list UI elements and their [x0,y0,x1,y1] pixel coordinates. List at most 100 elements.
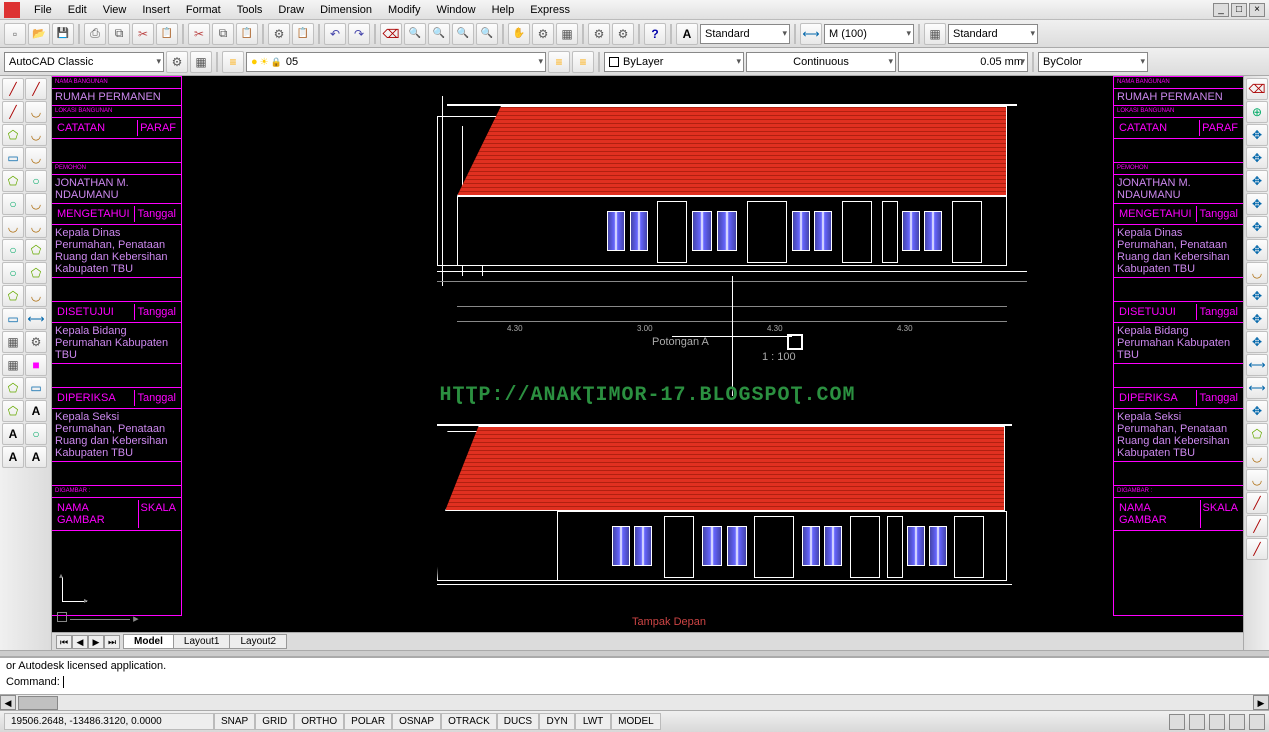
tray-icon[interactable] [1189,714,1205,730]
text-style-combo[interactable]: Standard [700,24,790,44]
table-style-combo[interactable]: Standard [948,24,1038,44]
modify-tool-1[interactable] [1246,101,1268,123]
draw-tool-2[interactable] [2,101,24,123]
modify-tool-12[interactable] [1246,354,1268,376]
draw-tool-21[interactable] [25,308,47,330]
modify-tool-17[interactable] [1246,469,1268,491]
modify-tool-18[interactable] [1246,492,1268,514]
modify-tool-5[interactable] [1246,193,1268,215]
prop-button[interactable] [268,23,290,45]
layer-states-button[interactable] [572,51,594,73]
workspace-settings-button[interactable] [166,51,188,73]
layer-prev-button[interactable] [548,51,570,73]
draw-tool-25[interactable] [25,354,47,376]
tab-nav-button[interactable]: ▶ [88,635,104,649]
draw-tool-6[interactable] [2,147,24,169]
menu-view[interactable]: View [95,2,135,18]
draw-tool-23[interactable] [25,331,47,353]
draw-tool-11[interactable] [25,193,47,215]
cut-button[interactable] [188,23,210,45]
draw-tool-10[interactable] [2,193,24,215]
zoom-button[interactable] [476,23,498,45]
draw-tool-13[interactable] [25,216,47,238]
new-button[interactable] [4,23,26,45]
modify-tool-0[interactable] [1246,78,1268,100]
draw-tool-17[interactable] [25,262,47,284]
paste-button[interactable] [236,23,258,45]
draw-tool-0[interactable] [2,78,24,100]
prop-button[interactable] [532,23,554,45]
text-style-icon[interactable] [676,23,698,45]
command-scrollbar[interactable]: ◀ ▶ [0,694,1269,710]
layer-manager-button[interactable] [222,51,244,73]
tab-model[interactable]: Model [123,634,174,649]
draw-tool-4[interactable] [2,124,24,146]
zoom-button[interactable] [452,23,474,45]
menu-express[interactable]: Express [522,2,578,18]
draw-tool-20[interactable] [2,308,24,330]
menu-dimension[interactable]: Dimension [312,2,380,18]
draw-tool-30[interactable] [2,423,24,445]
status-snap[interactable]: SNAP [214,713,255,730]
copy-button[interactable] [212,23,234,45]
menu-file[interactable]: File [26,2,60,18]
minimize-button[interactable]: _ [1213,3,1229,17]
save-button[interactable] [52,23,74,45]
modify-tool-10[interactable] [1246,308,1268,330]
paste-button[interactable] [292,23,314,45]
draw-tool-15[interactable] [25,239,47,261]
status-polar[interactable]: POLAR [344,713,392,730]
workspace-combo[interactable]: AutoCAD Classic [4,52,164,72]
lineweight-combo[interactable]: 0.05 mm [898,52,1028,72]
tray-icon[interactable] [1249,714,1265,730]
cut-button[interactable] [132,23,154,45]
menu-insert[interactable]: Insert [134,2,178,18]
draw-tool-19[interactable] [25,285,47,307]
draw-tool-3[interactable] [25,101,47,123]
draw-tool-29[interactable] [25,400,47,422]
tab-nav-button[interactable]: ◀ [72,635,88,649]
modify-tool-11[interactable] [1246,331,1268,353]
hatch-button[interactable] [556,23,578,45]
prop-button[interactable] [612,23,634,45]
modify-tool-9[interactable] [1246,285,1268,307]
menu-modify[interactable]: Modify [380,2,428,18]
menu-format[interactable]: Format [178,2,229,18]
prop-button[interactable] [588,23,610,45]
status-osnap[interactable]: OSNAP [392,713,441,730]
drawing-canvas[interactable]: NAMA BANGUNANRUMAH PERMANENLOKASI BANGUN… [52,76,1243,632]
color-combo[interactable]: ByLayer [604,52,744,72]
modify-tool-8[interactable] [1246,262,1268,284]
menu-tools[interactable]: Tools [229,2,271,18]
draw-tool-27[interactable] [25,377,47,399]
table-style-icon[interactable] [924,23,946,45]
tab-nav-button[interactable]: ⏮ [56,635,72,649]
tray-icon[interactable] [1169,714,1185,730]
draw-tool-16[interactable] [2,262,24,284]
dim-style-icon[interactable] [800,23,822,45]
tray-icon[interactable] [1209,714,1225,730]
modify-tool-14[interactable] [1246,400,1268,422]
draw-tool-9[interactable] [25,170,47,192]
draw-tool-28[interactable] [2,400,24,422]
modify-tool-7[interactable] [1246,239,1268,261]
tab-layout2[interactable]: Layout2 [229,634,287,649]
undo-button[interactable] [324,23,346,45]
menu-edit[interactable]: Edit [60,2,95,18]
status-lwt[interactable]: LWT [575,713,611,730]
status-grid[interactable]: GRID [255,713,294,730]
zoom-button[interactable] [428,23,450,45]
dim-style-combo[interactable]: M (100) [824,24,914,44]
redo-button[interactable] [348,23,370,45]
draw-tool-18[interactable] [2,285,24,307]
plotstyle-combo[interactable]: ByColor [1038,52,1148,72]
paste-button[interactable] [156,23,178,45]
modify-tool-4[interactable] [1246,170,1268,192]
modify-tool-3[interactable] [1246,147,1268,169]
draw-tool-7[interactable] [25,147,47,169]
command-window[interactable]: or Autodesk licensed application. Comman… [0,656,1269,694]
erase-button[interactable] [380,23,402,45]
draw-tool-32[interactable] [2,446,24,468]
draw-tool-31[interactable] [25,423,47,445]
scroll-left-button[interactable]: ◀ [0,695,16,710]
